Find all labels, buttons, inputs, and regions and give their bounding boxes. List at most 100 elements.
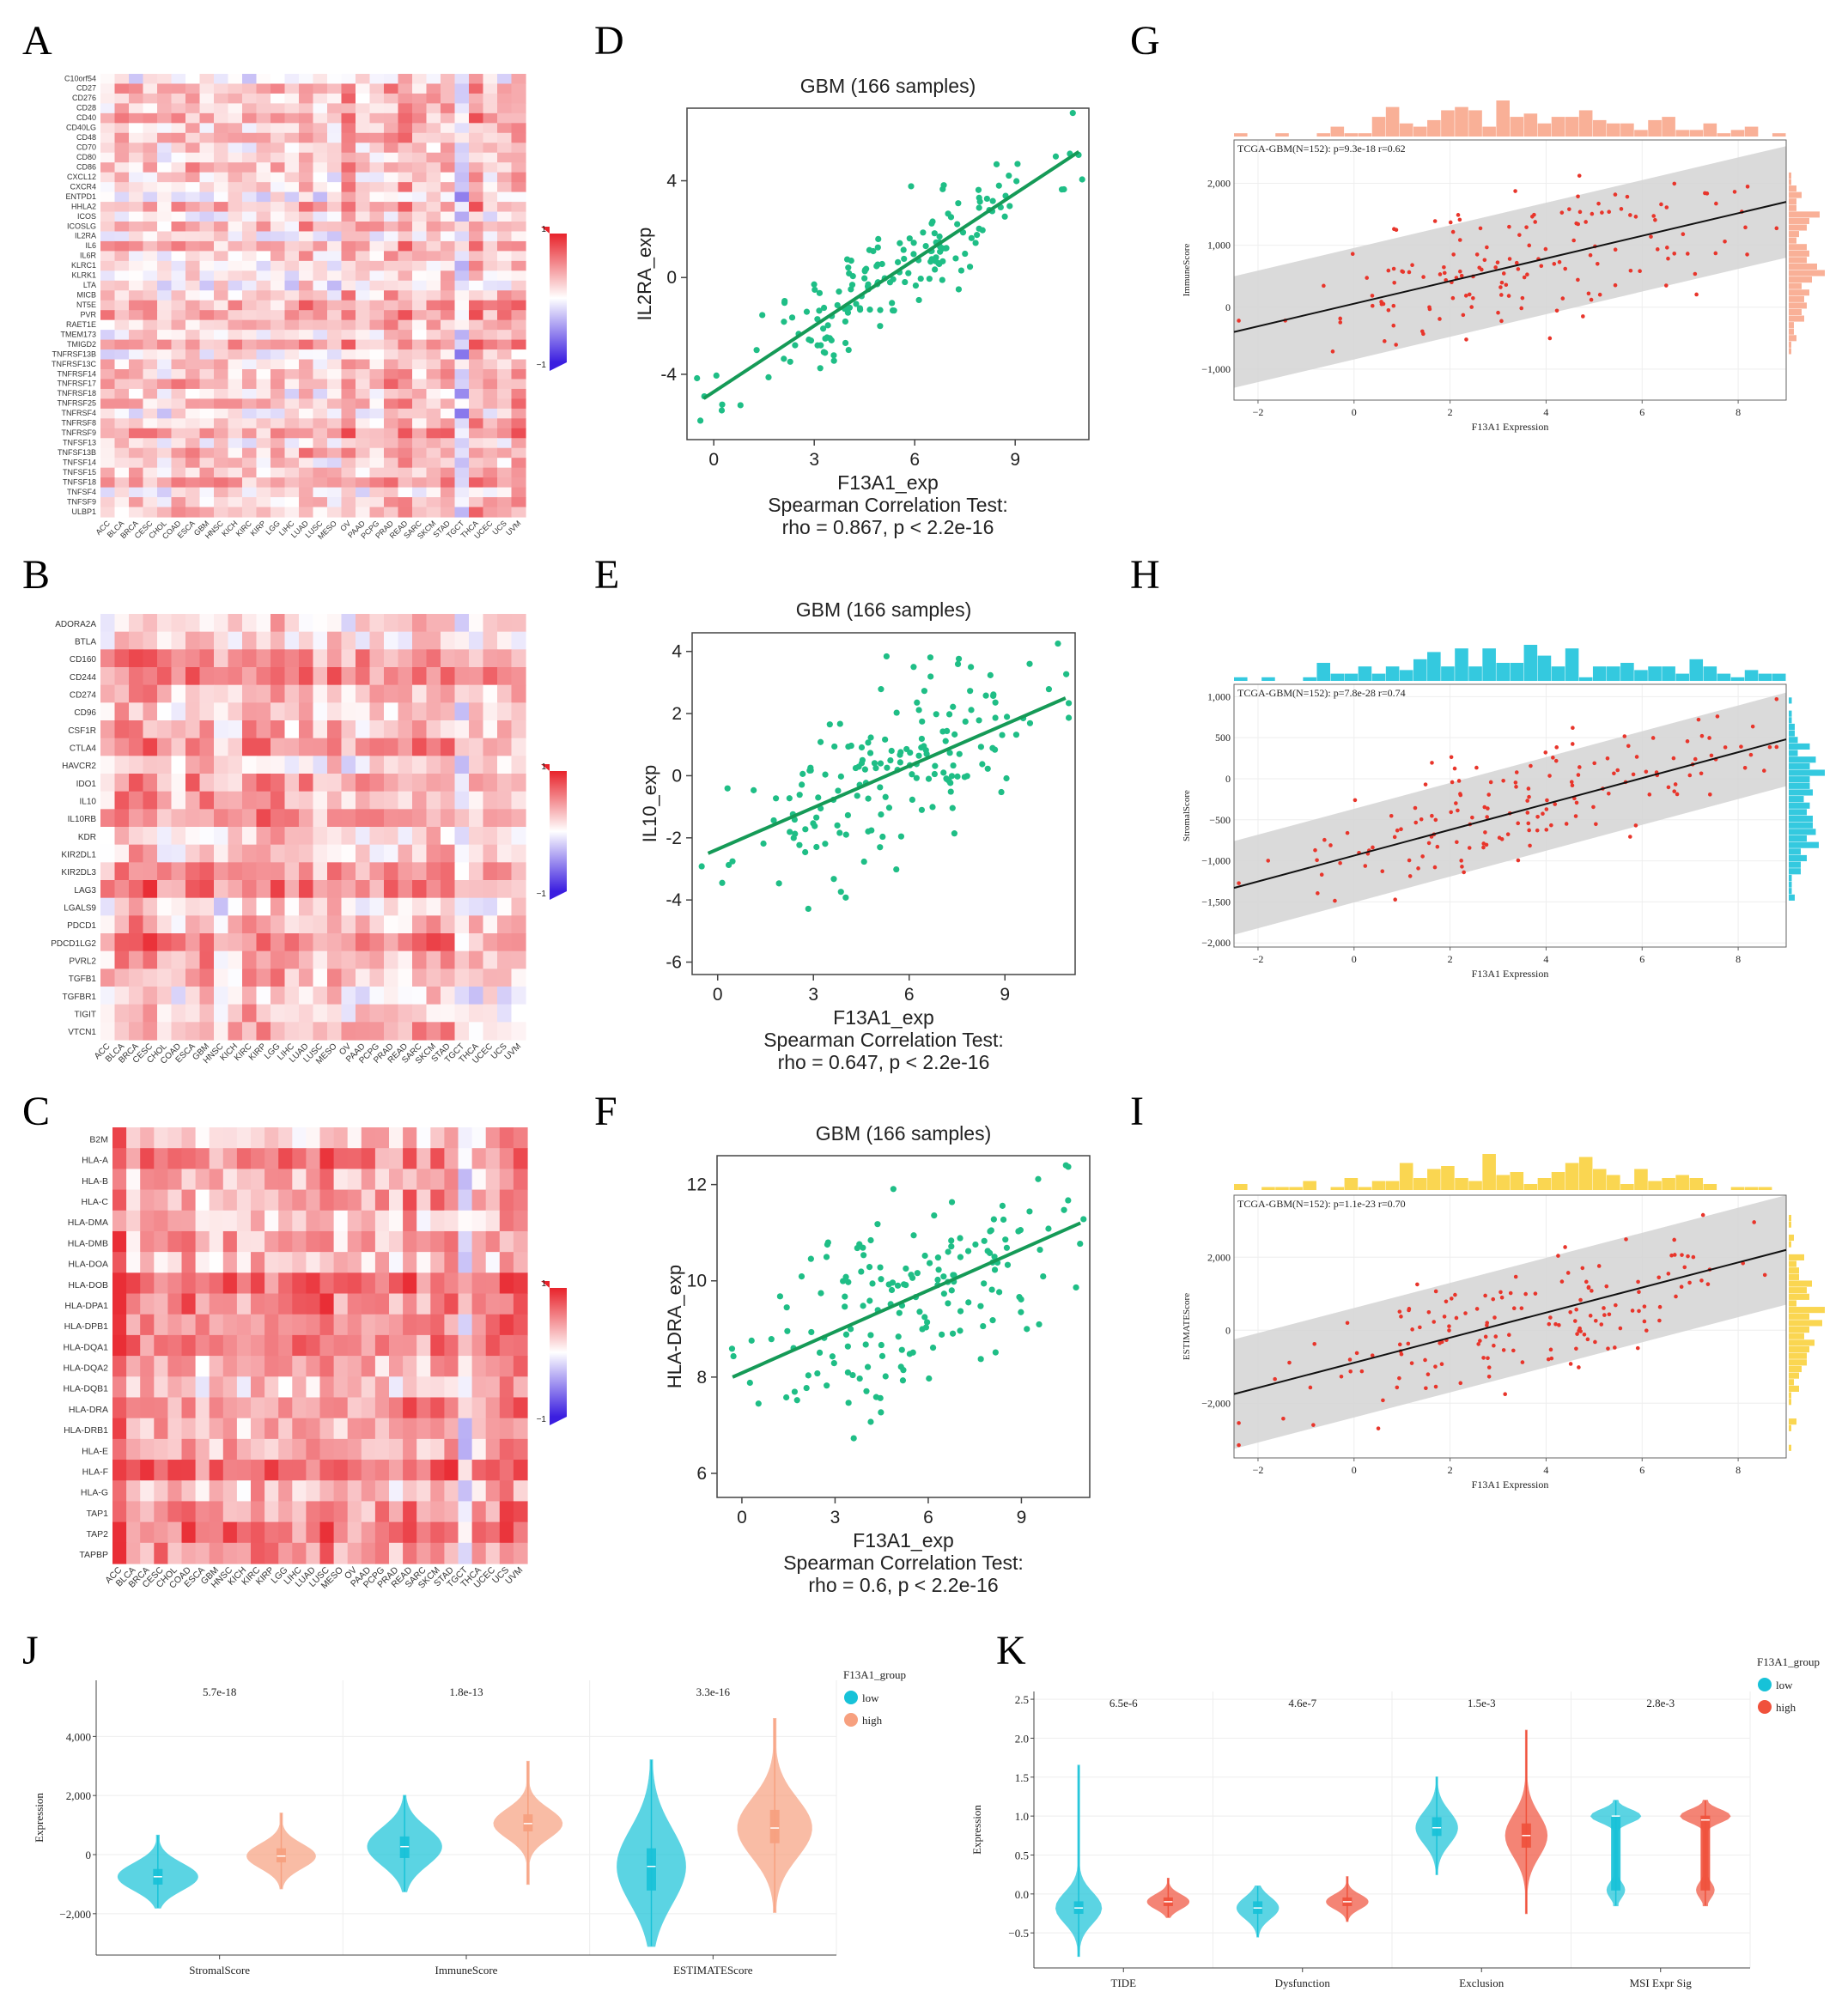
heatmap-cell bbox=[469, 614, 484, 633]
heatmap-cell bbox=[416, 1480, 431, 1503]
heatmap-cell bbox=[361, 1293, 376, 1315]
heatmap-cell bbox=[143, 1004, 158, 1023]
heatmap-cell bbox=[114, 349, 130, 361]
heatmap-cell bbox=[313, 280, 328, 291]
heatmap-cell bbox=[341, 684, 356, 703]
scatter-point bbox=[861, 766, 868, 773]
heatmap-cell bbox=[242, 123, 258, 134]
scatter-point bbox=[884, 764, 891, 771]
heatmap-cell bbox=[195, 1501, 210, 1523]
heatmap-row-label: TGFB1 bbox=[69, 975, 97, 984]
scatter-point bbox=[1416, 866, 1420, 871]
scatter-point bbox=[718, 407, 726, 414]
heatmap-cell bbox=[114, 667, 130, 686]
heatmap-cell bbox=[299, 497, 314, 508]
heatmap-row-label: KLRK1 bbox=[71, 271, 96, 280]
marginal-x-bar bbox=[1371, 1181, 1386, 1190]
heatmap-cell bbox=[157, 143, 173, 154]
heatmap-cell bbox=[129, 684, 144, 703]
heatmap-cell bbox=[398, 319, 413, 331]
marginal-y-bar bbox=[1789, 308, 1802, 316]
heatmap-cell bbox=[412, 74, 428, 85]
heatmap-cell bbox=[469, 631, 484, 650]
heatmap-cell bbox=[299, 684, 314, 703]
marginal-y-bar bbox=[1789, 762, 1810, 769]
heatmap-cell bbox=[284, 467, 300, 478]
scatter-point bbox=[1449, 755, 1454, 760]
heatmap-cell bbox=[129, 428, 144, 439]
heatmap-cell bbox=[100, 349, 116, 361]
heatmap-cell bbox=[441, 987, 456, 1005]
heatmap-cell bbox=[100, 231, 116, 242]
heatmap-cell bbox=[412, 969, 428, 987]
heatmap-cell bbox=[199, 738, 215, 756]
heatmap-cell bbox=[499, 1252, 514, 1273]
marginal-y-bar bbox=[1789, 816, 1813, 823]
heatmap-cell bbox=[497, 359, 513, 370]
heatmap-cell bbox=[271, 112, 286, 124]
heatmap-cell bbox=[369, 649, 385, 668]
heatmap-cell bbox=[327, 702, 343, 721]
heatmap-cell bbox=[469, 132, 484, 143]
heatmap-cell bbox=[157, 467, 173, 478]
scatter-point bbox=[885, 805, 893, 811]
heatmap-cell bbox=[454, 240, 470, 252]
heatmap-cell bbox=[143, 950, 158, 969]
heatmap-cell bbox=[256, 915, 271, 934]
scatter-point bbox=[748, 1337, 755, 1344]
heatmap-cell bbox=[251, 1542, 265, 1564]
heatmap-cell bbox=[356, 702, 371, 721]
heatmap-cell bbox=[412, 103, 428, 114]
scatter-point bbox=[1382, 339, 1387, 343]
heatmap-row-label: TIGIT bbox=[74, 1011, 96, 1020]
heatmap-cell bbox=[416, 1314, 431, 1336]
scatter-point bbox=[1514, 785, 1518, 789]
heatmap-cell bbox=[356, 408, 371, 419]
heatmap-cell bbox=[171, 310, 186, 321]
heatmap-cell bbox=[112, 1210, 127, 1232]
heatmap-cell bbox=[441, 290, 456, 301]
heatmap-cell bbox=[129, 162, 144, 173]
heatmap-cell bbox=[264, 1148, 279, 1169]
heatmap-cell bbox=[416, 1501, 431, 1523]
heatmap-cell bbox=[398, 438, 413, 449]
heatmap-cell bbox=[171, 202, 186, 213]
heatmap-cell bbox=[441, 897, 456, 916]
heatmap-cell bbox=[384, 162, 399, 173]
heatmap-cell bbox=[264, 1460, 279, 1481]
panel-letter-f: F bbox=[594, 1089, 617, 1134]
scatter-point bbox=[898, 1346, 905, 1353]
scatter-point bbox=[1507, 224, 1511, 229]
heatmap-cell bbox=[430, 1252, 445, 1273]
heatmap-cell bbox=[313, 319, 328, 331]
heatmap-cell bbox=[497, 202, 513, 213]
heatmap-cell bbox=[171, 487, 186, 498]
scatter-point bbox=[989, 1317, 996, 1324]
heatmap-cell bbox=[356, 915, 371, 934]
heatmap-cell bbox=[228, 369, 243, 380]
scatter-point bbox=[1483, 1334, 1488, 1339]
heatmap-cell bbox=[327, 428, 343, 439]
heatmap-cell bbox=[299, 231, 314, 242]
heatmap-cell bbox=[271, 359, 286, 370]
scatter-point bbox=[1685, 252, 1690, 256]
heatmap-cell bbox=[140, 1148, 155, 1169]
heatmap-cell bbox=[264, 1230, 279, 1253]
heatmap-cell bbox=[384, 103, 399, 114]
scatter-point bbox=[784, 1327, 791, 1334]
heatmap-cell bbox=[384, 398, 399, 410]
heatmap-cell bbox=[327, 497, 343, 508]
scatter-point bbox=[1586, 1285, 1591, 1290]
heatmap-cell bbox=[513, 1252, 528, 1273]
scatter-point bbox=[1672, 1237, 1676, 1242]
heatmap-cell bbox=[222, 1272, 238, 1295]
heatmap-cell bbox=[497, 756, 513, 774]
scatter-point bbox=[822, 771, 829, 778]
heatmap-cell bbox=[454, 631, 470, 650]
heatmap-cell bbox=[209, 1127, 224, 1149]
heatmap-cell bbox=[299, 428, 314, 439]
heatmap-cell bbox=[126, 1334, 141, 1357]
p-value-label: 2.8e-3 bbox=[1646, 1697, 1675, 1709]
scatter-point bbox=[1459, 273, 1464, 278]
heatmap-cell bbox=[430, 1397, 445, 1419]
